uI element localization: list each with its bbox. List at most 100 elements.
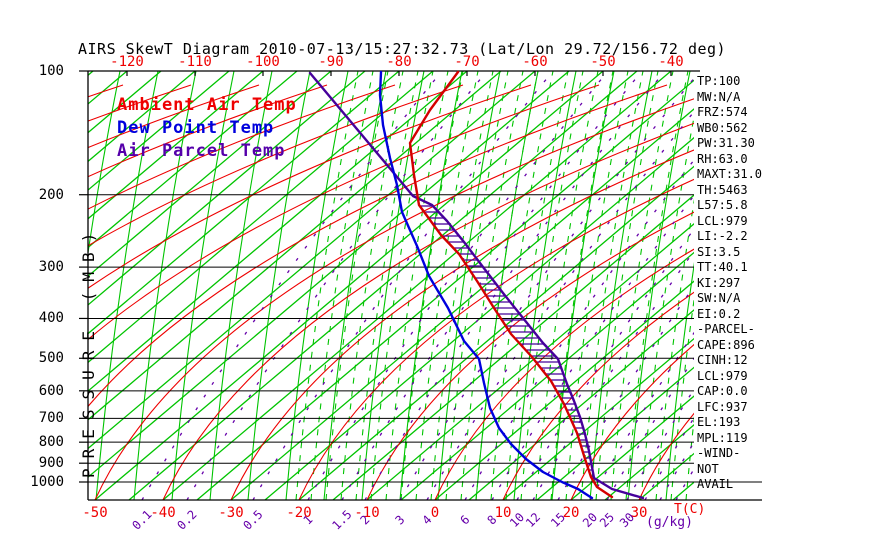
top-temp-label: -40 bbox=[658, 54, 684, 70]
stat-line: TH:5463 bbox=[697, 182, 748, 197]
bottom-temp-label: 30 bbox=[630, 505, 648, 521]
dry-adiabat-line bbox=[88, 84, 532, 289]
isotherm-line bbox=[196, 79, 694, 500]
pressure-label: 400 bbox=[38, 310, 64, 327]
stat-line: RH:63.0 bbox=[697, 151, 748, 166]
stat-line: -PARCEL- bbox=[697, 322, 755, 336]
dry-adiabat-line bbox=[434, 248, 694, 500]
moist-dashed-line bbox=[565, 71, 629, 500]
top-temp-label: -90 bbox=[318, 54, 344, 70]
stat-line: LCL:979 bbox=[697, 213, 748, 228]
bottom-temp-label: 0 bbox=[430, 505, 440, 521]
dry-adiabat-line bbox=[570, 343, 694, 500]
moist-dashed-line bbox=[761, 71, 823, 500]
stat-line: LFC:937 bbox=[697, 399, 748, 414]
isotherm-line bbox=[468, 309, 694, 500]
stat-line: CAPE:896 bbox=[697, 337, 755, 352]
isotherm-line bbox=[298, 165, 694, 500]
top-temp-label: -100 bbox=[246, 54, 280, 70]
moist-line bbox=[399, 71, 463, 500]
dry-adiabat-line bbox=[88, 84, 600, 341]
dry-adiabat-line bbox=[366, 211, 694, 500]
dry-adiabat-line bbox=[88, 84, 396, 210]
pressure-label: 300 bbox=[38, 259, 64, 276]
ambient-air-temp-curve bbox=[408, 70, 614, 499]
isotherm-line bbox=[88, 71, 264, 220]
pressure-label: 500 bbox=[38, 350, 64, 367]
isotherm-line bbox=[88, 71, 502, 421]
bottom-temp-label: -20 bbox=[286, 505, 312, 521]
dry-adiabat-line bbox=[88, 84, 464, 247]
stat-line: LCL:979 bbox=[697, 368, 748, 383]
stat-line: SW:N/A bbox=[697, 291, 741, 305]
isotherm-line bbox=[400, 251, 694, 500]
chart-title: AIRS SkewT Diagram 2010-07-13/15:27:32.7… bbox=[78, 40, 727, 58]
moist-dashed-line bbox=[430, 71, 494, 500]
bottom-temp-label: 10 bbox=[494, 505, 512, 521]
pressure-label: 1000 bbox=[30, 474, 64, 490]
isotherm-line bbox=[88, 71, 570, 479]
stat-line: AVAIL bbox=[697, 477, 734, 491]
isotherm-line bbox=[434, 280, 694, 500]
moist-line bbox=[285, 71, 349, 500]
top-temp-label: -80 bbox=[386, 54, 412, 70]
top-temp-label: -60 bbox=[522, 54, 548, 70]
isotherm-line bbox=[88, 71, 366, 306]
mixing-unit-label: (g/kg) bbox=[646, 515, 693, 530]
isotherm-line bbox=[536, 366, 694, 500]
pressure-label: 800 bbox=[38, 434, 64, 451]
moist-line bbox=[171, 71, 235, 500]
moist-line bbox=[437, 71, 501, 500]
moist-dashed-line bbox=[836, 71, 870, 500]
bottom-temp-label: -50 bbox=[82, 505, 108, 521]
dry-adiabat-line bbox=[88, 84, 260, 149]
moist-dashed-line bbox=[791, 71, 853, 500]
isotherm-line bbox=[604, 423, 694, 500]
isotherm-line bbox=[88, 71, 536, 450]
stat-line: NOT bbox=[697, 461, 719, 476]
pressure-label: 600 bbox=[38, 382, 64, 399]
top-temp-label: -110 bbox=[178, 54, 212, 70]
dry-adiabat-line bbox=[94, 98, 694, 500]
isotherm-line bbox=[264, 136, 694, 500]
dry-adiabat-line bbox=[638, 412, 694, 500]
stat-line: CAP:0.0 bbox=[697, 384, 748, 398]
isotherm-line bbox=[88, 71, 434, 364]
isotherm-line bbox=[162, 71, 672, 500]
dry-adiabat-line bbox=[230, 149, 694, 500]
isotherm-line bbox=[88, 71, 468, 392]
moist-line bbox=[209, 71, 273, 500]
isotherm-line bbox=[502, 337, 694, 500]
grid-lines bbox=[88, 71, 870, 500]
pressure-label: 900 bbox=[38, 455, 64, 472]
moist-dashed-line bbox=[866, 71, 870, 500]
moist-line bbox=[627, 71, 691, 500]
stat-line: MW:N/A bbox=[697, 89, 741, 104]
moist-line bbox=[475, 71, 539, 500]
isotherm-line bbox=[88, 71, 196, 163]
stat-line: CINH:12 bbox=[697, 353, 748, 367]
moist-dashed-line bbox=[595, 71, 659, 500]
stat-line: EI:0.2 bbox=[697, 306, 741, 321]
air-parcel-temp-curve bbox=[308, 71, 645, 500]
stat-line: KI:297 bbox=[697, 275, 741, 290]
stat-line: SI:3.5 bbox=[697, 244, 741, 259]
stat-line: WB0:562 bbox=[697, 120, 748, 135]
moist-dashed-line bbox=[340, 71, 404, 500]
bottom-temp-label: -40 bbox=[150, 505, 176, 521]
dry-adiabat-line bbox=[88, 84, 328, 178]
moist-dashed-line bbox=[806, 71, 868, 500]
moist-dashed-line bbox=[746, 71, 808, 500]
legend-ambient-air-temp: Ambient Air Temp bbox=[117, 95, 297, 115]
moist-line bbox=[323, 71, 387, 500]
legend-dew-point-temp: Dew Point Temp bbox=[117, 118, 275, 138]
legend-air-parcel-temp: Air Parcel Temp bbox=[117, 141, 286, 161]
pressure-label: 100 bbox=[38, 63, 64, 79]
stat-line: MAXT:31.0 bbox=[697, 167, 763, 181]
moist-dashed-line bbox=[821, 71, 870, 500]
isotherm-line bbox=[230, 108, 694, 500]
stat-line: MPL:119 bbox=[697, 430, 748, 445]
isotherm-line bbox=[88, 71, 332, 278]
bottom-temp-label: -30 bbox=[218, 505, 244, 521]
